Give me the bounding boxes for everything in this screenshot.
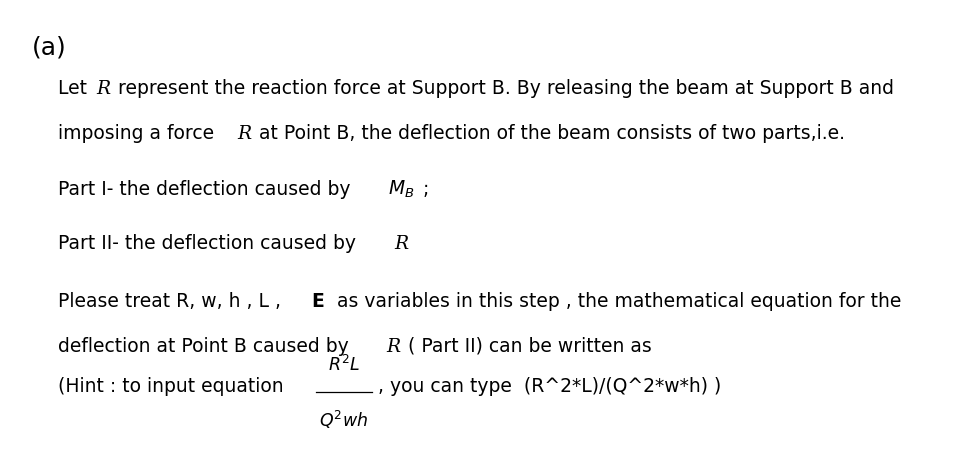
Text: as variables in this step , the mathematical equation for the: as variables in this step , the mathemat… — [325, 292, 901, 311]
Text: ;: ; — [417, 180, 429, 199]
Text: Part I- the deflection caused by: Part I- the deflection caused by — [58, 180, 357, 199]
Text: $R^2L$: $R^2L$ — [328, 355, 360, 375]
Text: ( Part II) can be written as: ( Part II) can be written as — [401, 337, 652, 356]
Text: Please treat R, w, h , L ,: Please treat R, w, h , L , — [58, 292, 287, 311]
Text: R: R — [97, 80, 111, 98]
Text: $M_B$: $M_B$ — [388, 179, 414, 200]
Text: Let: Let — [58, 79, 93, 98]
Text: E: E — [311, 292, 324, 311]
Text: at Point B, the deflection of the beam consists of two parts,i.e.: at Point B, the deflection of the beam c… — [252, 124, 845, 143]
Text: (Hint : to input equation: (Hint : to input equation — [58, 377, 296, 396]
Text: imposing a force: imposing a force — [58, 124, 220, 143]
Text: R: R — [386, 338, 400, 356]
Text: deflection at Point B caused by: deflection at Point B caused by — [58, 337, 355, 356]
Text: , you can type  (R^2*L)/(Q^2*w*h) ): , you can type (R^2*L)/(Q^2*w*h) ) — [372, 377, 721, 396]
Text: (a): (a) — [32, 36, 67, 59]
Text: R: R — [394, 235, 408, 253]
Text: Part II- the deflection caused by: Part II- the deflection caused by — [58, 234, 362, 253]
Text: represent the reaction force at Support B. By releasing the beam at Support B an: represent the reaction force at Support … — [112, 79, 894, 98]
Text: $Q^2wh$: $Q^2wh$ — [319, 409, 368, 431]
Text: R: R — [237, 125, 251, 143]
